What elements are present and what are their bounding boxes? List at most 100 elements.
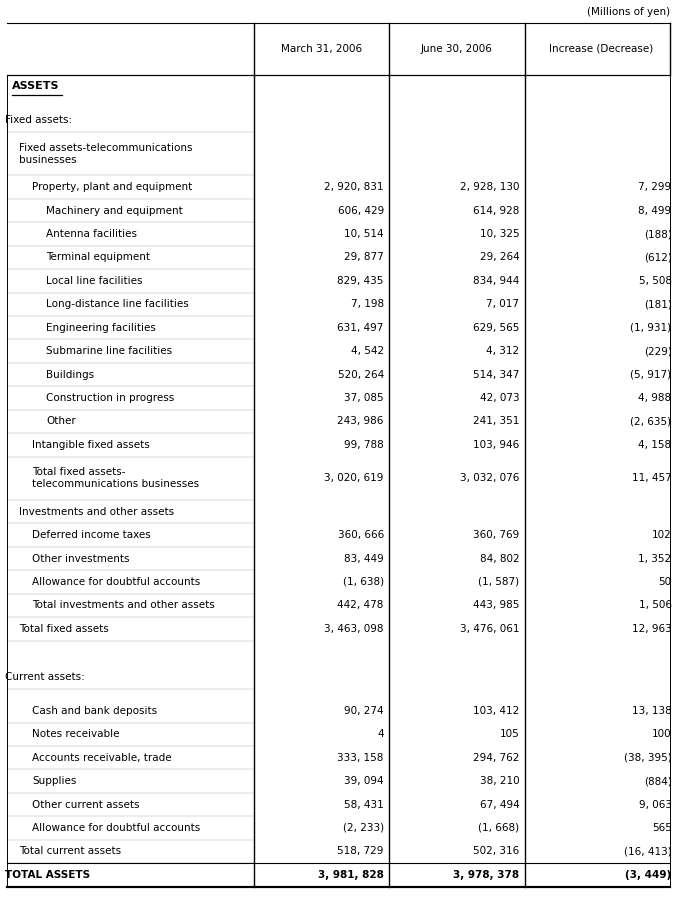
Text: 83, 449: 83, 449	[344, 554, 384, 563]
Text: (229): (229)	[644, 346, 672, 356]
Text: March 31, 2006: March 31, 2006	[281, 43, 362, 54]
Text: (Millions of yen): (Millions of yen)	[587, 7, 670, 17]
Text: 333, 158: 333, 158	[337, 752, 384, 762]
Text: Submarine line facilities: Submarine line facilities	[46, 346, 172, 356]
Text: 42, 073: 42, 073	[479, 393, 519, 403]
Text: Allowance for doubtful accounts: Allowance for doubtful accounts	[32, 823, 201, 832]
Text: 50: 50	[659, 577, 672, 587]
Text: (612): (612)	[644, 252, 672, 263]
Text: Long-distance line facilities: Long-distance line facilities	[46, 300, 189, 310]
Text: 241, 351: 241, 351	[473, 417, 519, 427]
Text: 3, 476, 061: 3, 476, 061	[460, 624, 519, 634]
Text: telecommunications businesses: telecommunications businesses	[32, 479, 200, 489]
Text: 84, 802: 84, 802	[479, 554, 519, 563]
Text: 7, 017: 7, 017	[486, 300, 519, 310]
Text: Increase (Decrease): Increase (Decrease)	[549, 43, 653, 54]
Text: 360, 769: 360, 769	[473, 530, 519, 540]
Text: 3, 020, 619: 3, 020, 619	[324, 473, 384, 483]
Text: Intangible fixed assets: Intangible fixed assets	[32, 440, 150, 450]
Text: (1, 638): (1, 638)	[343, 577, 384, 587]
Text: ASSETS: ASSETS	[12, 81, 60, 92]
Text: Fixed assets:: Fixed assets:	[5, 115, 72, 125]
Text: 502, 316: 502, 316	[473, 846, 519, 857]
Text: Engineering facilities: Engineering facilities	[46, 323, 156, 333]
Text: 10, 514: 10, 514	[344, 229, 384, 239]
Text: 8, 499: 8, 499	[638, 205, 672, 216]
Text: 4, 988: 4, 988	[638, 393, 672, 403]
Text: Local line facilities: Local line facilities	[46, 276, 143, 286]
Text: Total investments and other assets: Total investments and other assets	[32, 600, 215, 610]
Text: (2, 233): (2, 233)	[343, 823, 384, 832]
Text: 834, 944: 834, 944	[473, 276, 519, 286]
Text: (884): (884)	[644, 776, 672, 786]
Text: 443, 985: 443, 985	[473, 600, 519, 610]
Text: 9, 063: 9, 063	[638, 799, 672, 809]
Text: 243, 986: 243, 986	[337, 417, 384, 427]
Text: Total current assets: Total current assets	[19, 846, 121, 857]
Text: Notes receivable: Notes receivable	[32, 729, 120, 739]
Text: 629, 565: 629, 565	[473, 323, 519, 333]
Text: Allowance for doubtful accounts: Allowance for doubtful accounts	[32, 577, 201, 587]
Text: 29, 877: 29, 877	[344, 252, 384, 263]
Text: 518, 729: 518, 729	[337, 846, 384, 857]
Text: June 30, 2006: June 30, 2006	[421, 43, 493, 54]
Text: (16, 413): (16, 413)	[624, 846, 672, 857]
Text: 7, 299: 7, 299	[638, 182, 672, 193]
Text: (2, 635): (2, 635)	[630, 417, 672, 427]
Text: Antenna facilities: Antenna facilities	[46, 229, 137, 239]
Text: 1, 352: 1, 352	[638, 554, 672, 563]
Text: 1, 506: 1, 506	[638, 600, 672, 610]
Text: (188): (188)	[644, 229, 672, 239]
Text: 2, 928, 130: 2, 928, 130	[460, 182, 519, 193]
Text: Accounts receivable, trade: Accounts receivable, trade	[32, 752, 172, 762]
Text: 3, 463, 098: 3, 463, 098	[324, 624, 384, 634]
Text: 102: 102	[652, 530, 672, 540]
Text: Terminal equipment: Terminal equipment	[46, 252, 150, 263]
Text: Other: Other	[46, 417, 76, 427]
Text: 103, 412: 103, 412	[473, 706, 519, 716]
Text: 360, 666: 360, 666	[338, 530, 384, 540]
Text: 105: 105	[500, 729, 519, 739]
Text: Total fixed assets-: Total fixed assets-	[32, 467, 126, 477]
Text: (1, 668): (1, 668)	[478, 823, 519, 832]
Text: 2, 920, 831: 2, 920, 831	[324, 182, 384, 193]
Text: 12, 963: 12, 963	[632, 624, 672, 634]
Text: Deferred income taxes: Deferred income taxes	[32, 530, 151, 540]
Text: Investments and other assets: Investments and other assets	[19, 507, 174, 517]
Text: Current assets:: Current assets:	[5, 671, 85, 682]
Text: (181): (181)	[644, 300, 672, 310]
Text: 100: 100	[652, 729, 672, 739]
Text: 4, 312: 4, 312	[486, 346, 519, 356]
Text: 58, 431: 58, 431	[344, 799, 384, 809]
Text: Fixed assets-telecommunications: Fixed assets-telecommunications	[19, 143, 192, 153]
Text: 11, 457: 11, 457	[632, 473, 672, 483]
Text: 29, 264: 29, 264	[479, 252, 519, 263]
Text: 3, 032, 076: 3, 032, 076	[460, 473, 519, 483]
Text: 4, 158: 4, 158	[638, 440, 672, 450]
Text: 39, 094: 39, 094	[344, 776, 384, 786]
Text: 37, 085: 37, 085	[344, 393, 384, 403]
Text: 90, 274: 90, 274	[344, 706, 384, 716]
Text: 10, 325: 10, 325	[479, 229, 519, 239]
Text: 614, 928: 614, 928	[473, 205, 519, 216]
Text: 631, 497: 631, 497	[337, 323, 384, 333]
Text: (3, 449): (3, 449)	[626, 869, 672, 880]
Text: 442, 478: 442, 478	[337, 600, 384, 610]
Text: 5, 508: 5, 508	[638, 276, 672, 286]
Text: (5, 917): (5, 917)	[630, 370, 672, 380]
Text: 3, 978, 378: 3, 978, 378	[453, 869, 519, 880]
Text: 606, 429: 606, 429	[338, 205, 384, 216]
Text: businesses: businesses	[19, 155, 77, 165]
Text: Buildings: Buildings	[46, 370, 94, 380]
Text: 103, 946: 103, 946	[473, 440, 519, 450]
Text: Property, plant and equipment: Property, plant and equipment	[32, 182, 193, 193]
Text: Machinery and equipment: Machinery and equipment	[46, 205, 183, 216]
Text: Other investments: Other investments	[32, 554, 130, 563]
Text: TOTAL ASSETS: TOTAL ASSETS	[5, 869, 91, 880]
Text: 7, 198: 7, 198	[351, 300, 384, 310]
Text: Total fixed assets: Total fixed assets	[19, 624, 109, 634]
Text: 4: 4	[377, 729, 384, 739]
Text: 13, 138: 13, 138	[632, 706, 672, 716]
Text: 565: 565	[652, 823, 672, 832]
Text: 514, 347: 514, 347	[473, 370, 519, 380]
